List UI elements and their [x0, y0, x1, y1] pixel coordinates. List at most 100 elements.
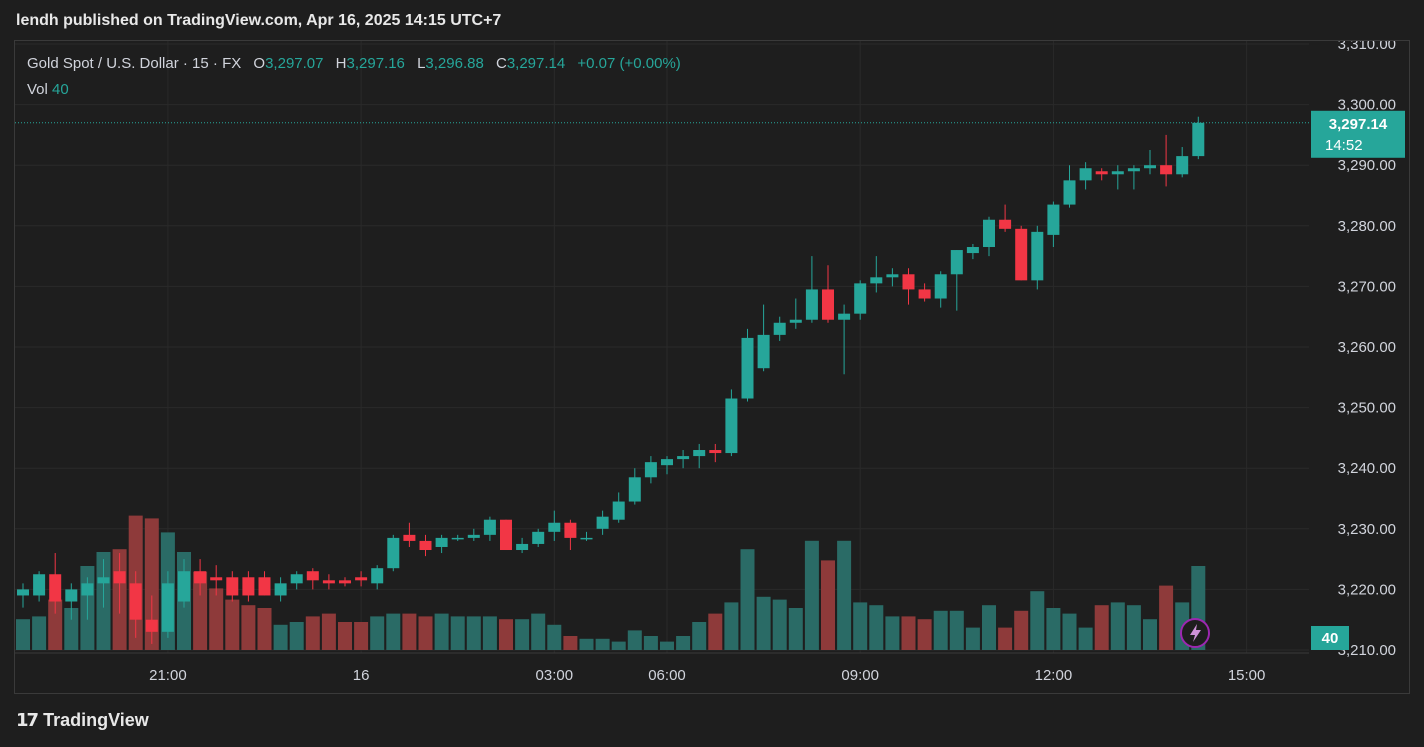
volume-bar	[563, 636, 578, 650]
volume-bar	[692, 622, 707, 650]
volume-bar	[837, 540, 852, 650]
open-label: O	[253, 55, 266, 72]
y-tick-label: 3,240.00	[1338, 460, 1396, 477]
candle-body	[709, 450, 722, 454]
volume-bar	[804, 540, 819, 650]
candle-body	[435, 537, 448, 547]
x-tick-label: 03:00	[536, 667, 574, 684]
volume-label: Vol	[27, 81, 48, 98]
volume-legend: Vol 40	[27, 81, 69, 98]
candle-body	[1015, 228, 1028, 281]
x-tick-label: 21:00	[149, 667, 187, 684]
candle-body	[757, 334, 770, 369]
volume-bar	[756, 596, 771, 650]
volume-bar	[1159, 585, 1174, 650]
candle-body	[628, 477, 641, 502]
candle-body	[403, 534, 416, 541]
candle-body	[1079, 168, 1092, 181]
candle-body	[886, 274, 899, 278]
lightning-bolt-icon	[1190, 624, 1201, 642]
volume-bar	[1046, 608, 1061, 650]
candle-body	[580, 537, 593, 540]
candle-body	[290, 574, 303, 584]
y-tick-label: 3,310.00	[1338, 41, 1396, 53]
volume-bar	[354, 622, 369, 650]
candle-body	[33, 574, 46, 596]
volume-bar	[627, 630, 642, 650]
candle-body	[178, 571, 190, 602]
candle-body	[870, 277, 883, 284]
x-tick-label: 09:00	[841, 667, 879, 684]
candle-body	[306, 571, 319, 581]
candle-body	[274, 583, 287, 596]
volume-bar	[821, 560, 835, 650]
volume-bar	[885, 616, 900, 650]
candle-body	[854, 283, 867, 314]
volume-bar	[531, 613, 546, 650]
volume-bar	[338, 622, 352, 650]
candle-body	[564, 522, 577, 538]
high-label: H	[335, 55, 347, 72]
volume-bar	[16, 619, 30, 650]
candle-body	[1095, 171, 1108, 175]
volume-bar	[1126, 605, 1141, 650]
candle-body	[532, 531, 545, 544]
volume-bar	[32, 616, 47, 650]
volume-bar	[1062, 613, 1077, 650]
volume-bar	[579, 638, 594, 650]
tradingview-footer[interactable]: 17 TradingView	[16, 710, 149, 731]
symbol-label[interactable]: Gold Spot / U.S. Dollar · 15 · FX	[27, 55, 242, 72]
volume-bar	[241, 605, 256, 650]
countdown-value: 14:52	[1325, 137, 1363, 154]
volume-bar	[676, 636, 691, 650]
volume-bar	[965, 627, 980, 650]
candle-body	[725, 398, 738, 454]
candle-body	[17, 589, 29, 596]
candle-body	[983, 219, 995, 248]
last-price-value: 3,297.14	[1329, 116, 1388, 133]
x-tick-label: 06:00	[648, 667, 686, 684]
candle-body	[451, 537, 464, 540]
chart-frame[interactable]: 3,310.00 3,300.00 3,290.00 3,280.00 3,270.00…	[14, 40, 1410, 694]
volume-bar	[869, 605, 884, 650]
volume-bar	[949, 610, 964, 650]
candle-body	[371, 568, 384, 584]
candle-body	[194, 571, 207, 584]
candle-body	[1047, 204, 1060, 235]
last-price-badge	[1311, 110, 1405, 158]
volume-bar	[193, 571, 208, 650]
volume-bar	[901, 616, 916, 650]
candle-body	[1127, 168, 1140, 172]
high-value: 3,297.16	[346, 55, 405, 72]
candlestick-chart[interactable]: 3,310.00 3,300.00 3,290.00 3,280.00 3,270.00…	[15, 41, 1410, 694]
y-tick-label: 3,210.00	[1338, 642, 1396, 659]
last-volume-value: 40	[1322, 630, 1339, 647]
volume-bar	[1078, 627, 1093, 650]
candle-body	[822, 289, 834, 320]
candle-body	[242, 577, 255, 596]
volume-bar	[595, 638, 610, 650]
candle-body	[677, 456, 690, 460]
close-value: 3,297.14	[506, 55, 566, 72]
tradingview-logo-icon: 17	[16, 710, 39, 731]
candle-body	[548, 522, 561, 532]
candle-body	[934, 274, 947, 299]
tradingview-wordmark: TradingView	[43, 710, 149, 730]
candle-body	[693, 450, 706, 457]
volume-bar	[708, 613, 723, 650]
candle-body	[644, 462, 657, 478]
candle-body	[1192, 122, 1205, 157]
x-tick-label: 12:00	[1035, 667, 1073, 684]
open-value: 3,297.07	[265, 55, 324, 72]
y-tick-label: 3,300.00	[1338, 97, 1396, 114]
volume-bar	[772, 599, 787, 650]
ohlc-legend: Gold Spot / U.S. Dollar · 15 · FX O3,297…	[27, 55, 681, 72]
volume-bar	[1143, 619, 1157, 650]
volume-bar	[724, 602, 739, 650]
volume-bar	[660, 641, 674, 650]
candle-body	[210, 577, 223, 581]
candle-body	[999, 219, 1012, 229]
candle-body	[339, 580, 351, 584]
volume-bar	[257, 608, 272, 650]
low-value: 3,296.88	[425, 55, 484, 72]
